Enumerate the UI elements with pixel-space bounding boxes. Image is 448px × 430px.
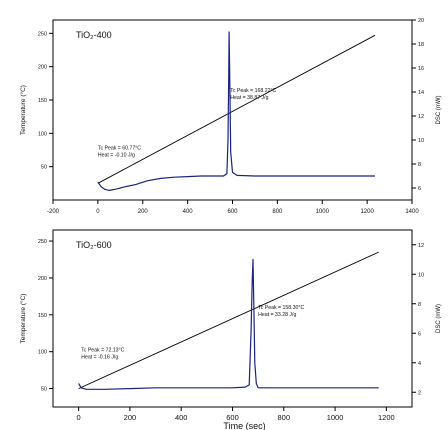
panel-400-y-right-tick-label: 16 bbox=[418, 66, 424, 72]
panel-400-annotation-2-line-2: Heat = 38.87 J/g bbox=[230, 95, 268, 101]
panel-400-x-tick-label: 1000 bbox=[316, 209, 330, 215]
panel-600-y-left-tick-label: 150 bbox=[38, 313, 47, 319]
panel-600-y-right-tick-label: 12 bbox=[418, 243, 424, 249]
panel-400-temperature-line bbox=[97, 34, 376, 184]
panel-600-y-left-tick-label: 50 bbox=[41, 387, 47, 393]
panel-400-y-left-tick-label: 50 bbox=[41, 165, 47, 171]
panel-400-y-left-tick-label: 200 bbox=[38, 65, 47, 71]
panel-400-y-right-tick-label: 14 bbox=[418, 90, 424, 96]
panel-600-x-tick-label: 200 bbox=[124, 413, 137, 422]
panel-600-y-left-tick-label: 200 bbox=[38, 276, 47, 282]
panel-600-title: TiO₂-600 bbox=[76, 240, 112, 250]
panel-600-y-left-label: Temperature (°C) bbox=[19, 294, 27, 344]
panel-600-temperature-line bbox=[78, 251, 379, 390]
panel-600-y-left-tick-label: 250 bbox=[38, 239, 47, 245]
panel-600-y-left-tick-label: 100 bbox=[38, 350, 47, 356]
panel-600-annotation-1-line-1: Tc Peak = 72.13°C bbox=[81, 348, 124, 354]
panel-600-y-right-tick-label: 10 bbox=[418, 272, 424, 278]
panel-400-y-left-tick-label: 100 bbox=[38, 131, 47, 137]
panel-400-x-tick-label: -200 bbox=[47, 209, 60, 215]
panel-400-y-right-tick-label: 18 bbox=[418, 42, 424, 48]
panel-400-x-tick-label: 0 bbox=[96, 209, 100, 215]
panel-400-dsc-curve bbox=[97, 31, 375, 191]
panel-400-x-tick-label: 1400 bbox=[405, 209, 419, 215]
panel-600-y-right-tick-label: 8 bbox=[418, 302, 421, 308]
panel-600-x-tick-label: 1000 bbox=[327, 413, 344, 422]
panel-600-x-label: Time (sec) bbox=[223, 421, 265, 430]
panel-600-group: 0 200 400 600 800 1000 1200 50 100 150 200 250 2 4 6 8 1… bbox=[19, 229, 442, 430]
panel-600-y-right-tick-label: 4 bbox=[418, 361, 421, 367]
panel-400-y-right-tick-label: 10 bbox=[418, 138, 424, 144]
panel-600-x-tick-label: 800 bbox=[278, 413, 291, 422]
panel-600-annotation-2-line-2: Heat = 33.28 J/g bbox=[258, 312, 296, 318]
panel-600-y-right-tick-label: 6 bbox=[418, 331, 421, 337]
panel-400-y-right-tick-label: 12 bbox=[418, 114, 424, 120]
panel-400-x-tick-label: 400 bbox=[183, 209, 194, 215]
panel-400-y-right-tick-label: 20 bbox=[418, 18, 424, 24]
panel-400-x-tick-label: 600 bbox=[227, 209, 238, 215]
panel-400-annotation-1-line-2: Heat = -0.10 J/g bbox=[98, 152, 135, 158]
panel-400-title: TiO₂-400 bbox=[76, 30, 112, 40]
panel-600-y-right-label: DSC (mW) bbox=[436, 304, 442, 333]
panel-400-x-tick-label: 1200 bbox=[360, 209, 374, 215]
panel-400-x-tick-label: 200 bbox=[138, 209, 149, 215]
panel-600-annotation-2-line-1: Tc Peak = 158.30°C bbox=[258, 305, 304, 311]
panel-600-x-tick-label: 600 bbox=[226, 413, 239, 422]
panel-600-x-tick-label: 1200 bbox=[378, 413, 395, 422]
panel-600-x-tick-label: 400 bbox=[175, 413, 188, 422]
panel-400-y-left-label: Temperature (°C) bbox=[19, 85, 27, 135]
panel-400-y-left-tick-label: 250 bbox=[38, 31, 47, 37]
panel-400-x-tick-label: 800 bbox=[272, 209, 283, 215]
panel-600-y-right-tick-label: 2 bbox=[418, 390, 421, 396]
panel-400-y-right-tick-label: 8 bbox=[418, 162, 421, 168]
panel-400-y-left-tick-label: 150 bbox=[38, 98, 47, 104]
panel-400-y-right-tick-label: 6 bbox=[418, 186, 421, 192]
panel-400-group: -200 0 200 400 600 800 1000 1200 1400 50 100 150 200… bbox=[19, 18, 442, 215]
panel-600-dsc-curve bbox=[78, 258, 379, 390]
panel-400-annotation-2-line-1: Tc Peak = 168.22°C bbox=[230, 88, 276, 94]
panel-600-x-tick-label: 0 bbox=[77, 413, 81, 422]
panel-400-y-right-label: DSC (mW) bbox=[436, 96, 442, 125]
panel-600-annotation-1-line-2: Heat = -0.16 J/g bbox=[81, 355, 118, 361]
panel-400-annotation-1-line-1: Tc Peak = 60.77°C bbox=[98, 145, 141, 151]
